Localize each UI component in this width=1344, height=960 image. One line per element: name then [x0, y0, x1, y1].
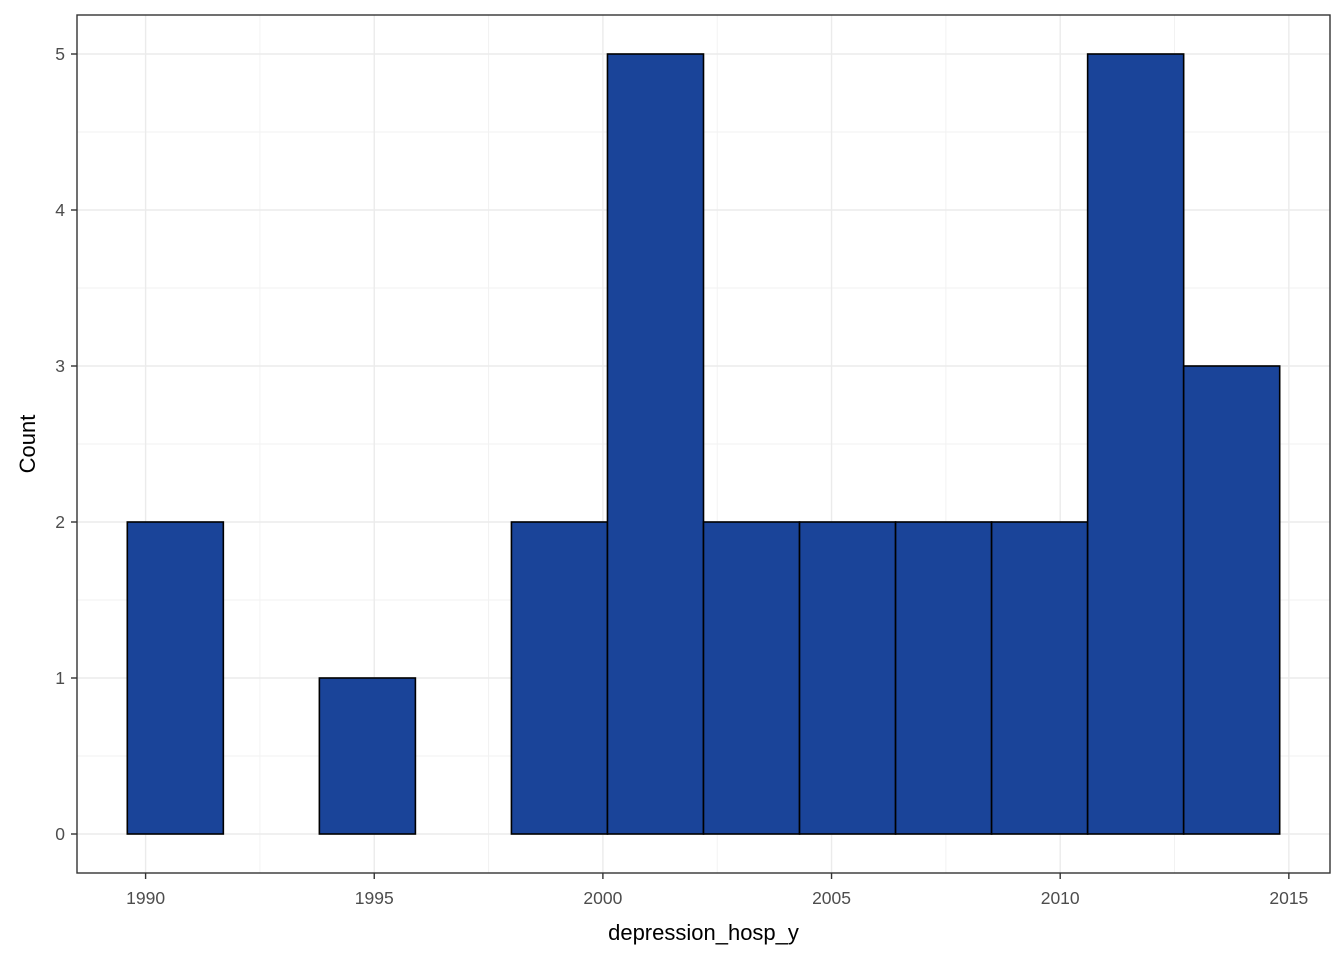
y-tick-label: 4: [55, 200, 65, 220]
histogram-bar-10: [1086, 53, 1185, 835]
histogram-bars: [126, 53, 1281, 835]
y-tick-label: 2: [55, 512, 65, 532]
y-tick-label: 5: [55, 44, 65, 64]
histogram-bar-4: [510, 521, 609, 835]
histogram-bar-0: [126, 521, 225, 835]
x-tick-label: 2015: [1269, 888, 1308, 908]
histogram-bar-6: [702, 521, 801, 835]
x-tick-label: 2005: [812, 888, 851, 908]
y-axis-ticks: 0 1 2 3 4 5: [55, 44, 77, 844]
x-tick-label: 1995: [355, 888, 394, 908]
y-tick-label: 1: [55, 668, 65, 688]
histogram-bar-8: [894, 521, 993, 835]
histogram-bar-7: [798, 521, 897, 835]
histogram-bar-5: [606, 53, 705, 835]
x-axis-title: depression_hosp_y: [608, 920, 799, 945]
histogram-bar-2: [318, 677, 417, 835]
x-tick-label: 1990: [126, 888, 165, 908]
x-axis-ticks: 1990 1995 2000 2005 2010 2015: [126, 873, 1308, 908]
y-axis-title: Count: [15, 415, 40, 474]
x-tick-label: 2010: [1041, 888, 1080, 908]
histogram-bar-11: [1182, 365, 1281, 835]
y-tick-label: 3: [55, 356, 65, 376]
y-tick-label: 0: [55, 824, 65, 844]
x-tick-label: 2000: [583, 888, 622, 908]
panel-border: [76, 14, 1331, 874]
histogram-bar-9: [990, 521, 1089, 835]
